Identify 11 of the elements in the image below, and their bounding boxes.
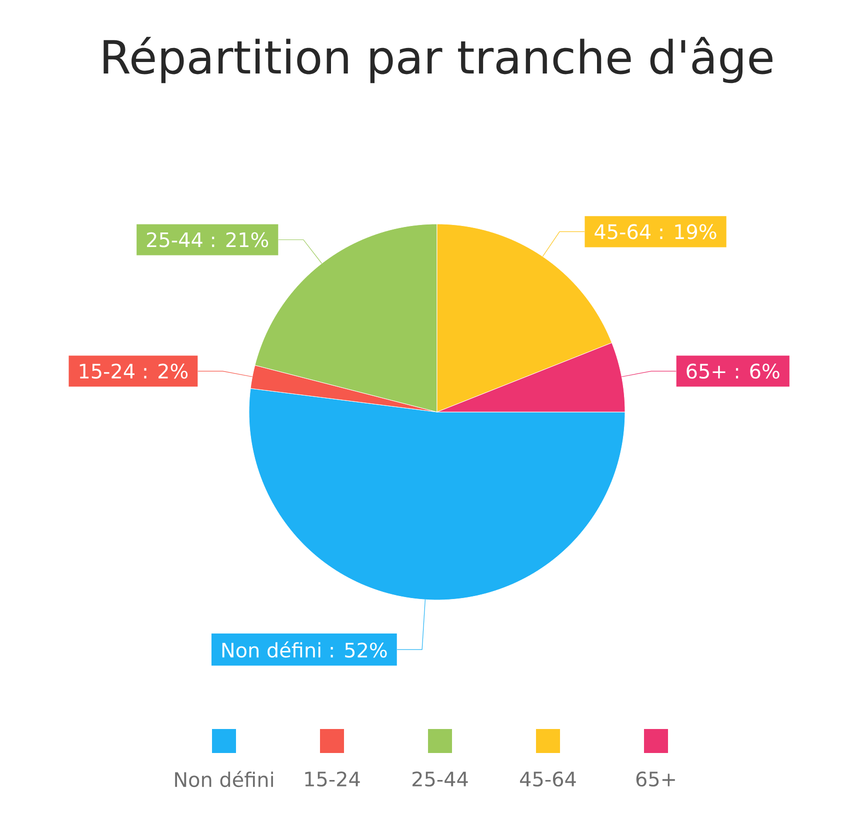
legend-label: 15-24 xyxy=(305,771,360,787)
data-label: 65+ : 6% xyxy=(686,364,780,379)
legend-label: 25-44 xyxy=(412,771,468,787)
legend-label: 45-64 xyxy=(520,771,576,787)
data-label: 25-44 : 21% xyxy=(147,232,268,248)
data-label: 15-24 : 2% xyxy=(80,364,188,379)
chart-title: Répartition par tranche d'âge xyxy=(104,36,772,84)
data-label: 45-64 : 19% xyxy=(594,224,716,240)
legend-label: Non défini xyxy=(175,770,273,788)
data-label: Non défini : 52% xyxy=(222,641,387,658)
legend-label: 65+ xyxy=(636,771,675,787)
